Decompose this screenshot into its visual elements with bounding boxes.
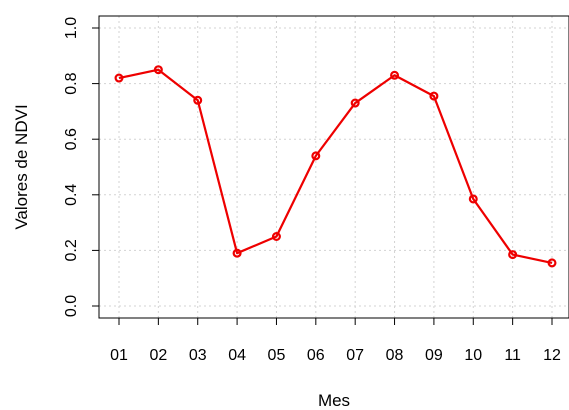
x-tick-label-08: 08: [386, 347, 404, 364]
data-point-01: [114, 73, 124, 83]
y-tick-label-0.0: 0.0: [63, 295, 80, 317]
x-tick-label-10: 10: [464, 347, 482, 364]
x-tick-label-06: 06: [307, 347, 325, 364]
x-tick-label-01: 01: [110, 347, 128, 364]
x-tick-label-03: 03: [189, 347, 207, 364]
data-point-06: [311, 151, 321, 161]
x-axis-title: Mes: [318, 391, 350, 410]
grid-lines: [99, 16, 569, 318]
data-point-09: [429, 91, 439, 101]
x-tick-label-04: 04: [228, 347, 246, 364]
y-tick-label-0.2: 0.2: [63, 239, 80, 261]
data-point-10: [468, 194, 478, 204]
x-tick-label-02: 02: [149, 347, 167, 364]
y-tick-label-0.8: 0.8: [63, 72, 80, 94]
data-point-05: [271, 232, 281, 242]
data-point-02: [153, 65, 163, 75]
series-ndvi: [114, 65, 557, 268]
y-tick-label-1.0: 1.0: [63, 17, 80, 39]
x-axis-ticks: 01 02 03 04 05 06 07 08 09 10 11 12: [110, 317, 561, 364]
x-tick-label-09: 09: [425, 347, 443, 364]
data-point-04: [232, 248, 242, 258]
y-tick-label-0.4: 0.4: [63, 184, 80, 206]
series-line: [118, 68, 553, 264]
y-axis-ticks: 0.0 0.2 0.4 0.6 0.8 1.0: [63, 17, 100, 317]
y-axis-title: Valores de NDVI: [12, 104, 31, 229]
data-point-08: [390, 70, 400, 80]
data-point-03: [193, 95, 203, 105]
x-tick-label-11: 11: [504, 347, 521, 364]
x-tick-label-07: 07: [346, 347, 364, 364]
data-point-12: [547, 258, 557, 268]
x-tick-label-05: 05: [268, 347, 286, 364]
data-point-11: [508, 250, 518, 260]
x-tick-label-12: 12: [543, 347, 561, 364]
plot-frame: [98, 15, 569, 319]
y-tick-label-0.6: 0.6: [63, 128, 80, 150]
data-point-07: [350, 98, 360, 108]
